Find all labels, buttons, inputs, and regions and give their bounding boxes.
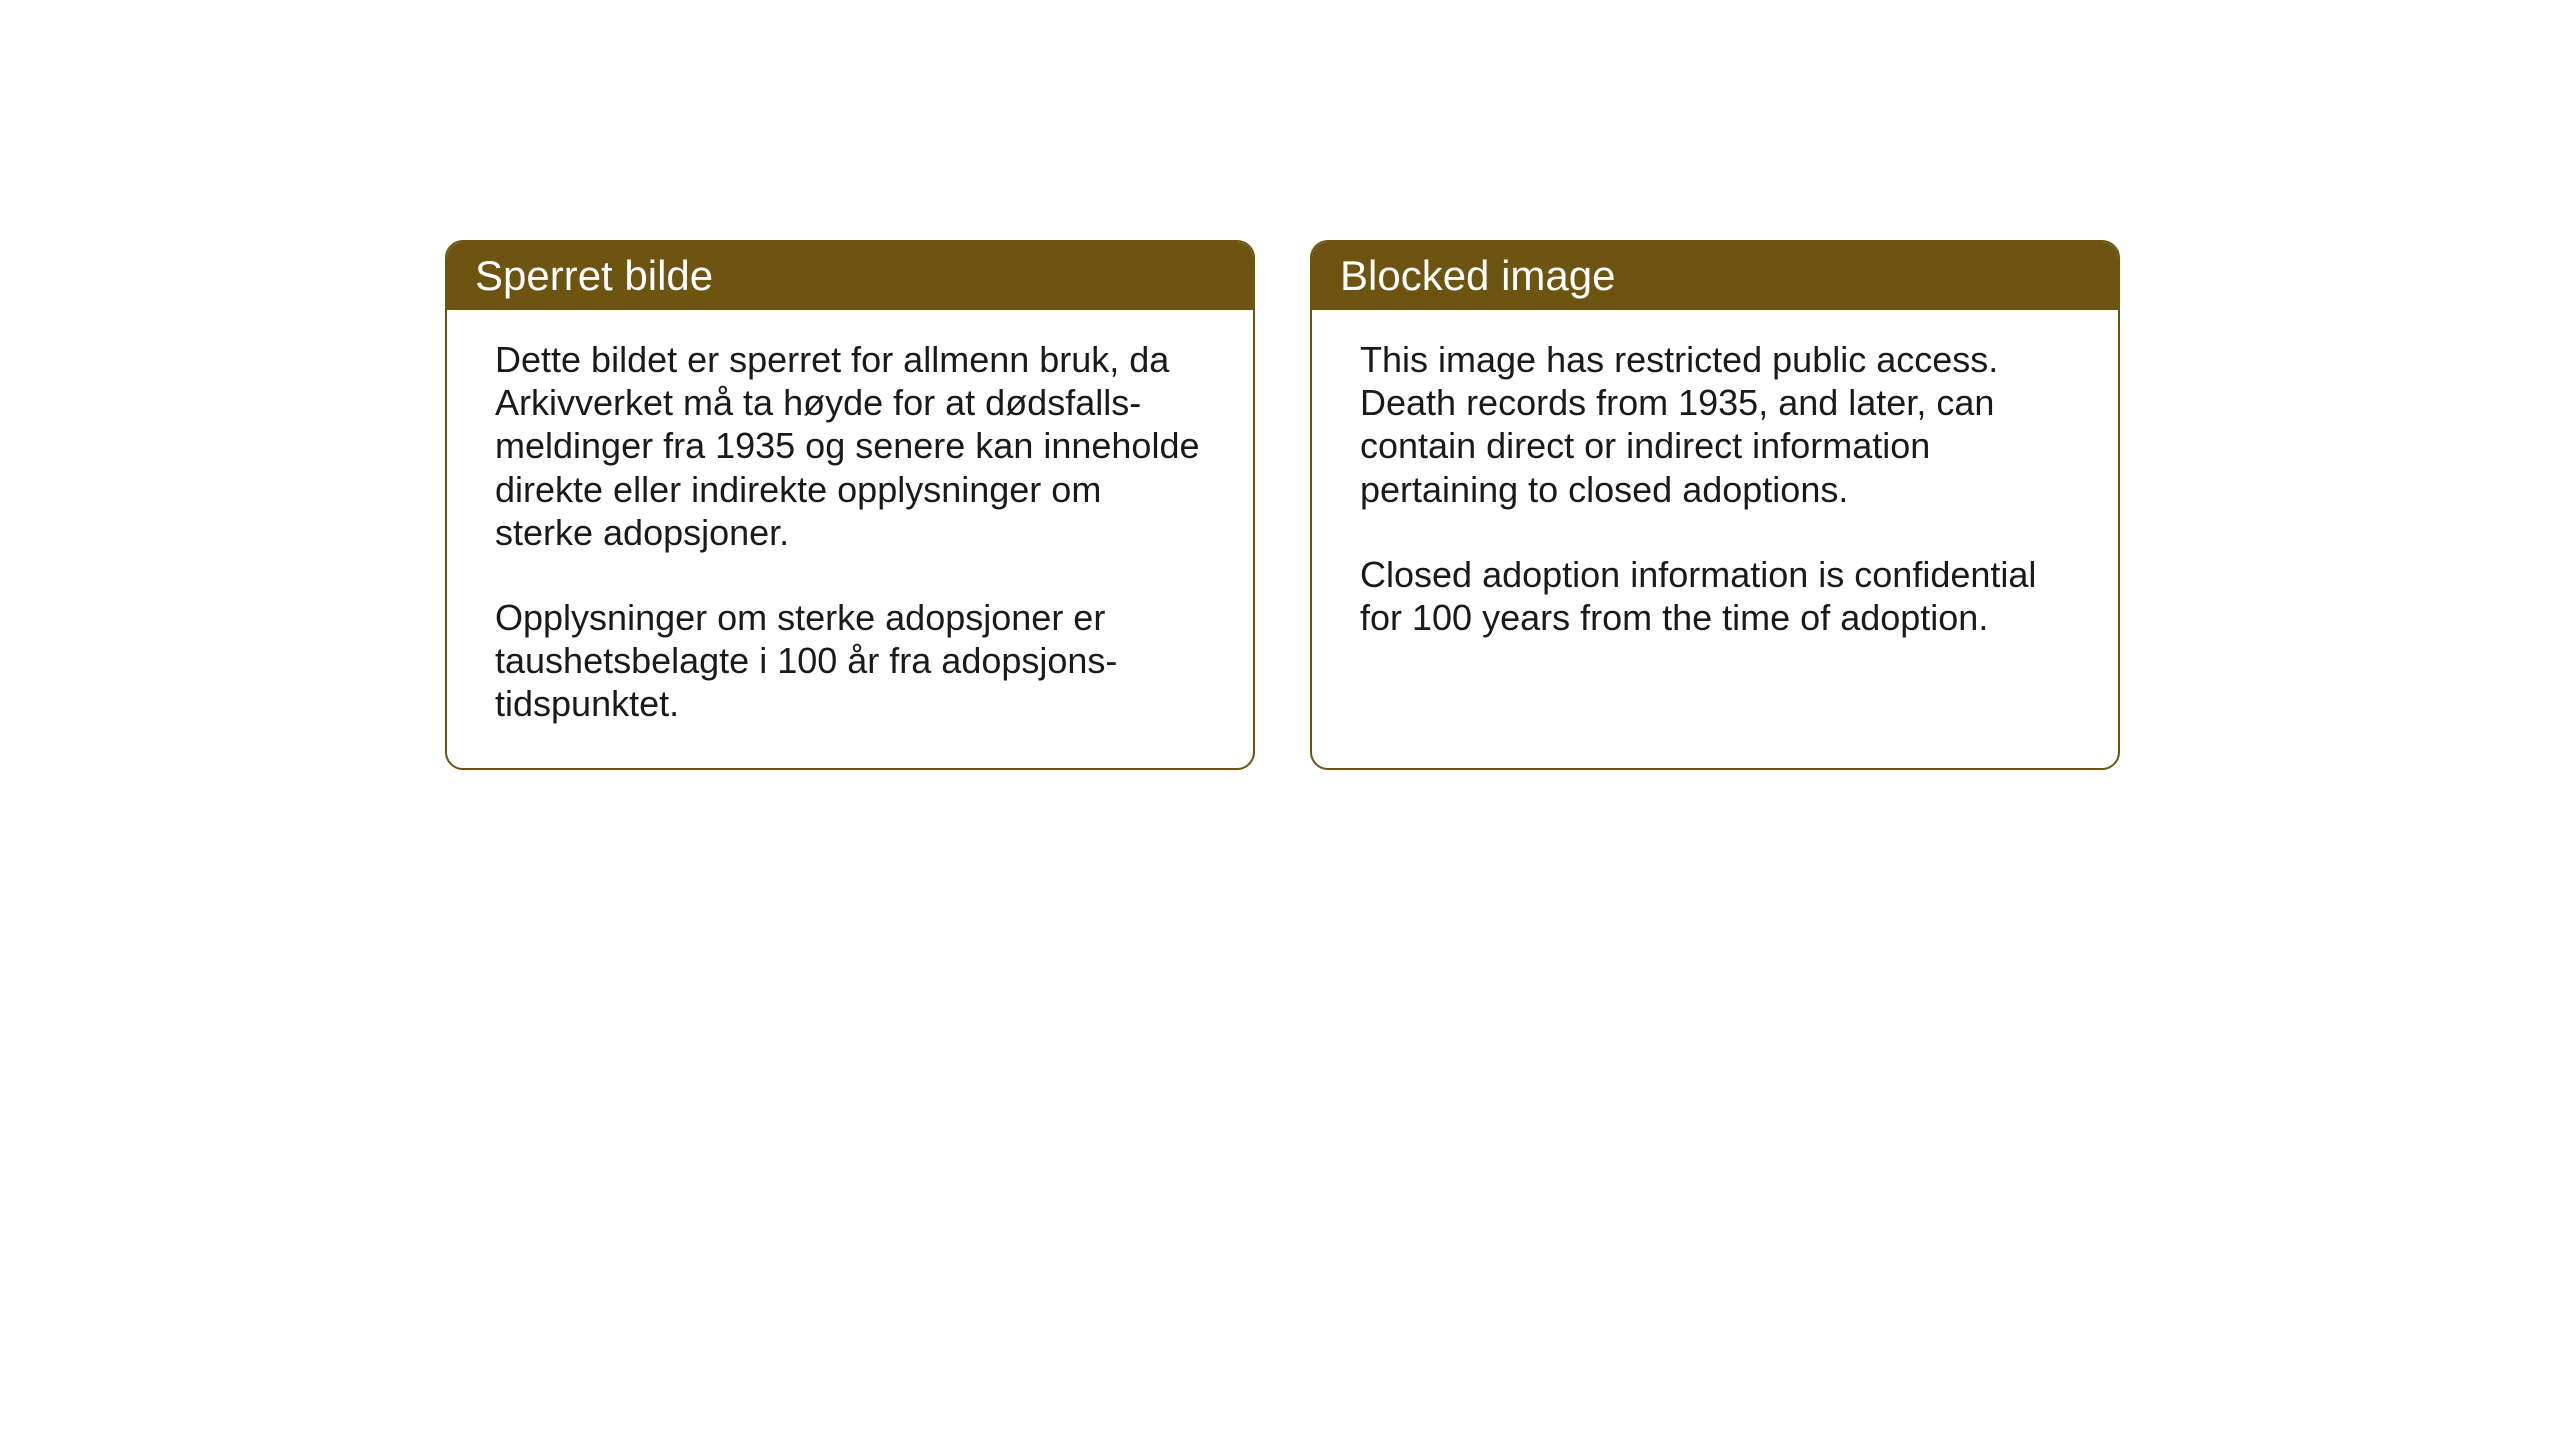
card-body-norwegian: Dette bildet er sperret for allmenn bruk… xyxy=(447,310,1253,768)
card-header-english: Blocked image xyxy=(1312,242,2118,310)
card-title-english: Blocked image xyxy=(1340,252,1615,299)
cards-container: Sperret bilde Dette bildet er sperret fo… xyxy=(445,240,2120,770)
card-norwegian: Sperret bilde Dette bildet er sperret fo… xyxy=(445,240,1255,770)
card-english: Blocked image This image has restricted … xyxy=(1310,240,2120,770)
card-header-norwegian: Sperret bilde xyxy=(447,242,1253,310)
card-paragraph-2-norwegian: Opplysninger om sterke adopsjoner er tau… xyxy=(495,596,1205,726)
card-paragraph-1-english: This image has restricted public access.… xyxy=(1360,338,2070,511)
card-paragraph-2-english: Closed adoption information is confident… xyxy=(1360,553,2070,639)
card-paragraph-1-norwegian: Dette bildet er sperret for allmenn bruk… xyxy=(495,338,1205,554)
card-body-english: This image has restricted public access.… xyxy=(1312,310,2118,681)
card-title-norwegian: Sperret bilde xyxy=(475,252,713,299)
